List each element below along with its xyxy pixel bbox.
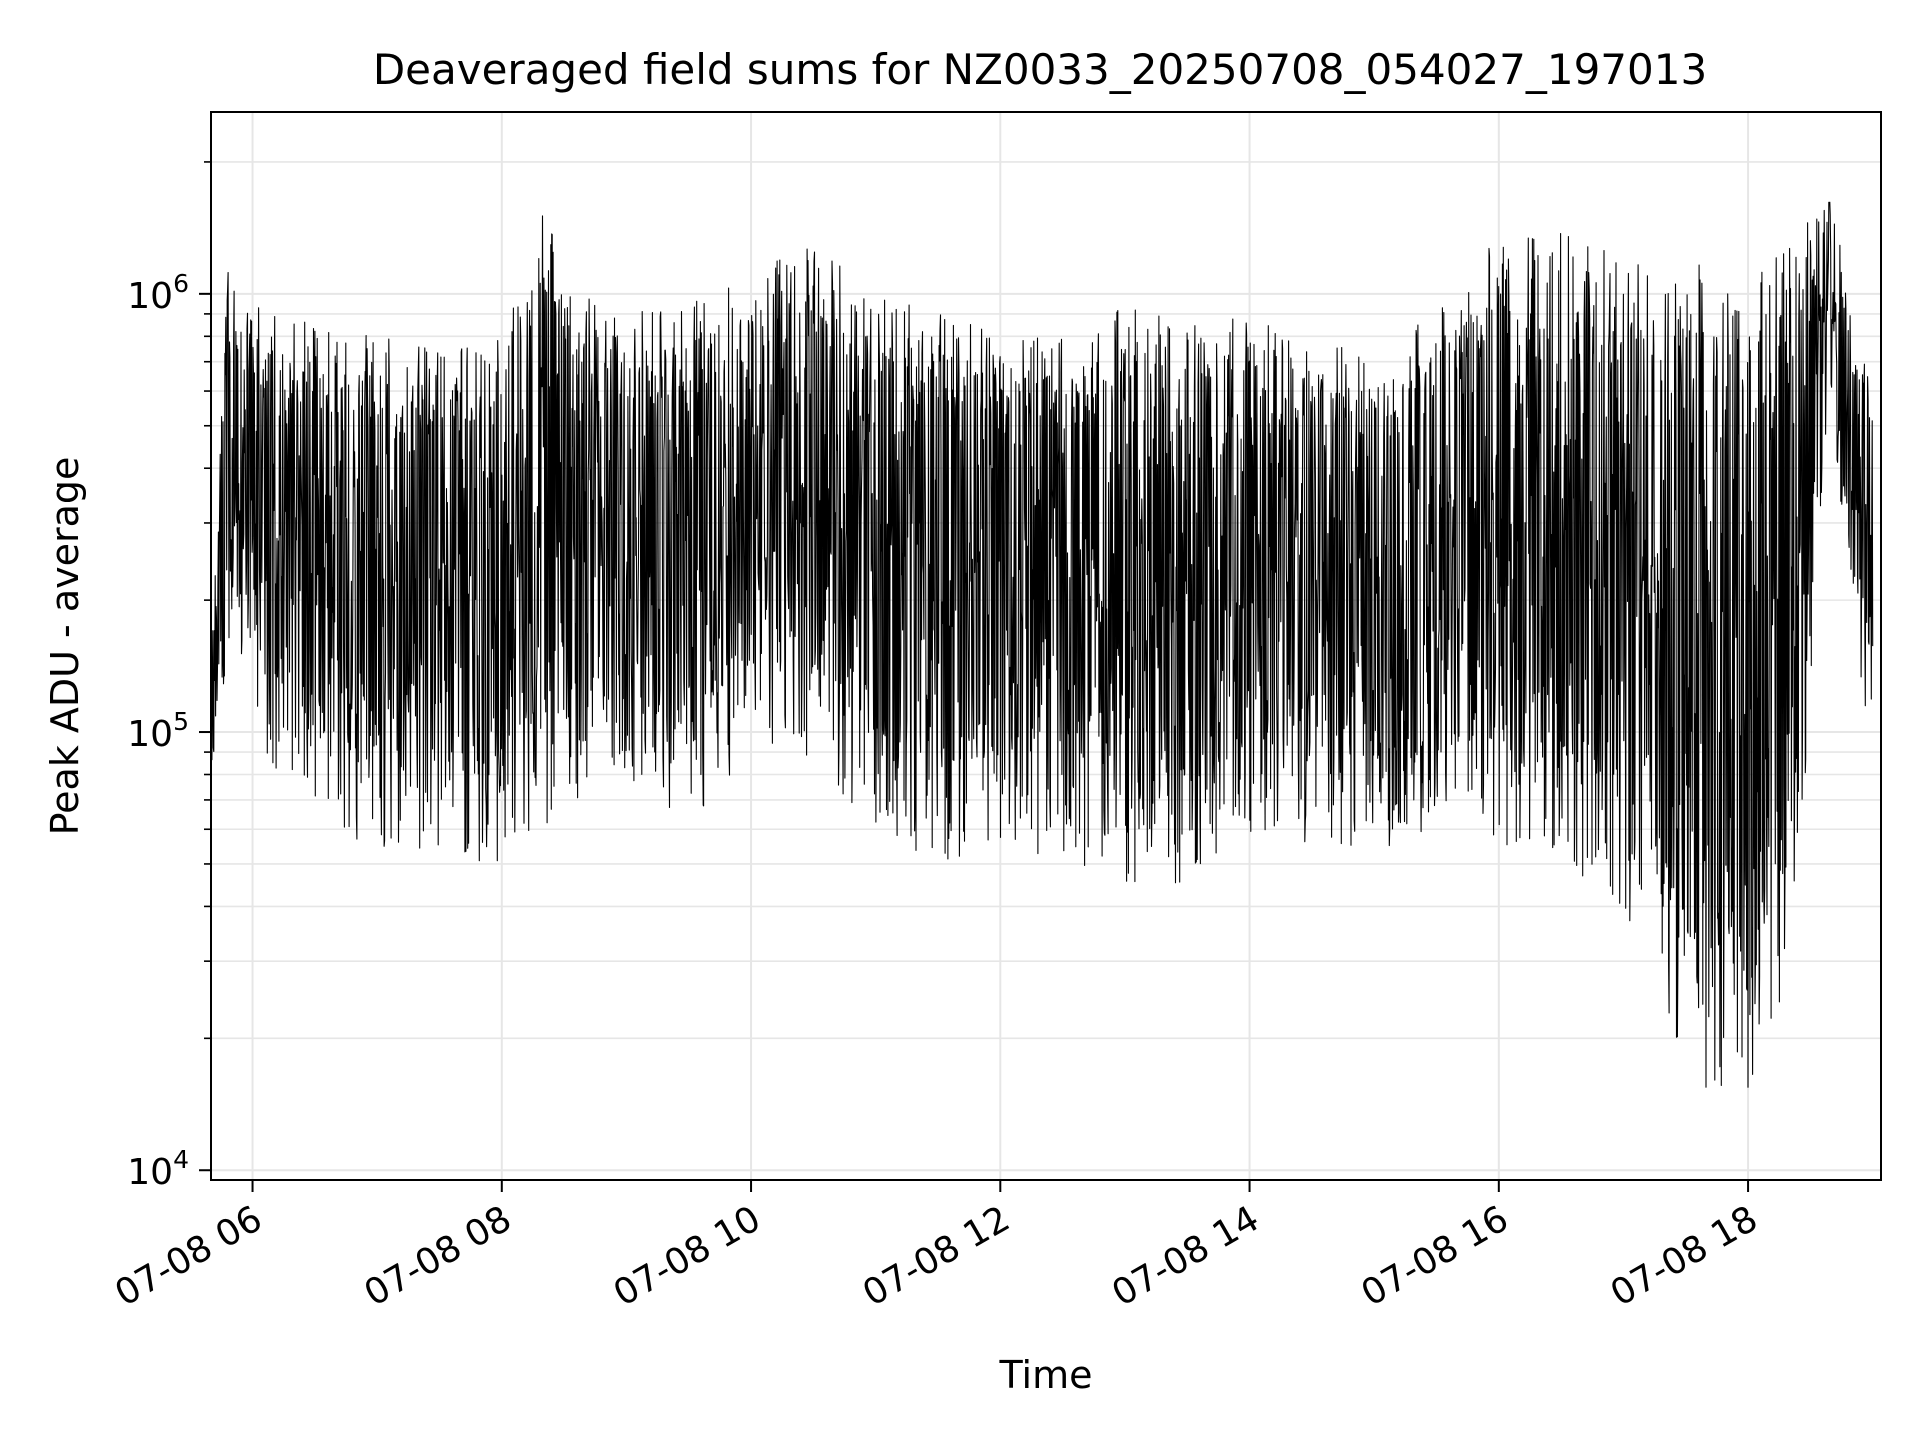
x-axis-label: Time [999,1353,1093,1397]
y-tick-label: 105 [127,707,189,755]
plot-area-frame [210,111,1882,1181]
y-axis: 104 105 106 [127,161,211,1193]
y-axis-label: Peak ADU - average [43,457,87,836]
series-line [210,201,1874,1088]
y-tick-label: 104 [127,1145,189,1193]
chart-title: Deaveraged field sums for NZ0033_2025070… [373,45,1707,94]
series-path [210,201,1874,1088]
y-tick-label: 106 [127,269,189,317]
